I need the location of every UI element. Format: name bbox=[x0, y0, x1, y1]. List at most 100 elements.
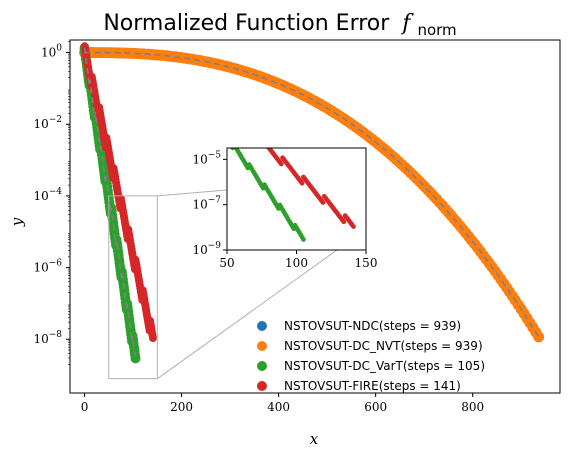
trend-line bbox=[84, 51, 540, 338]
inset-point bbox=[225, 136, 230, 141]
inset-point bbox=[229, 143, 234, 148]
inset-point bbox=[264, 142, 269, 147]
data-point bbox=[130, 353, 141, 364]
inset-point bbox=[232, 142, 237, 147]
chart-title-sub: norm bbox=[417, 21, 456, 39]
inset-point bbox=[257, 140, 262, 145]
inset-point bbox=[351, 224, 356, 229]
legend-marker bbox=[257, 361, 267, 371]
inset-point bbox=[236, 121, 241, 126]
inset-zoom-indicator bbox=[108, 189, 338, 380]
inset-axes: 50 100 150 10−5 10−7 10−9 bbox=[192, 98, 378, 270]
inset-point bbox=[248, 130, 253, 135]
inset-point bbox=[258, 142, 263, 147]
inset-point bbox=[230, 148, 235, 151]
y-axis-label: y bbox=[8, 217, 26, 227]
inset-point bbox=[247, 128, 252, 133]
inset-y-tick-label: 10−7 bbox=[192, 196, 221, 212]
zoom-connector-top bbox=[157, 189, 228, 197]
data-point bbox=[533, 331, 545, 343]
inset-point bbox=[244, 124, 249, 129]
y-tick-label: 10−8 bbox=[33, 330, 62, 346]
data-point bbox=[148, 333, 157, 342]
legend-entry-3: NSTOVSUT-DC_VarT(steps = 105) bbox=[257, 359, 485, 373]
inset-marks bbox=[218, 98, 356, 242]
legend-entry-1: NSTOVSUT-NDC(steps = 939) bbox=[257, 319, 461, 333]
legend-entry-4: NSTOVSUT-FIRE(steps = 141) bbox=[257, 379, 461, 393]
inset-point bbox=[218, 98, 223, 103]
inset-point bbox=[234, 119, 239, 124]
inset-point bbox=[237, 123, 242, 128]
legend-marker bbox=[257, 341, 267, 351]
inset-point bbox=[226, 108, 231, 113]
inset-point bbox=[278, 161, 284, 167]
inset-point bbox=[223, 133, 228, 138]
inset-point bbox=[240, 119, 245, 124]
inset-point bbox=[219, 126, 224, 131]
y-tick-label: 100 bbox=[41, 44, 62, 60]
inset-point bbox=[262, 140, 267, 145]
inset-point bbox=[226, 138, 231, 143]
inset-point bbox=[266, 148, 269, 149]
legend-label: NSTOVSUT-DC_VarT(steps = 105) bbox=[284, 359, 485, 373]
zoom-connector-bottom bbox=[157, 249, 338, 380]
inset-point bbox=[218, 124, 223, 129]
inset-point bbox=[320, 200, 326, 205]
svg-text:Normalized Function Error: Normalized Function Error f norm bbox=[103, 11, 456, 39]
inset-series-4 bbox=[218, 98, 356, 229]
inset-point bbox=[341, 219, 347, 225]
series-4 bbox=[80, 42, 157, 342]
series-3 bbox=[79, 43, 141, 364]
inset-point bbox=[229, 112, 234, 117]
y-tick-label: 10−2 bbox=[33, 115, 62, 131]
inset-x-tick-label: 150 bbox=[355, 256, 378, 270]
inset-point bbox=[241, 120, 246, 125]
legend: NSTOVSUT-NDC(steps = 939) NSTOVSUT-DC_NVT… bbox=[257, 319, 485, 393]
x-tick-label: 0 bbox=[81, 400, 89, 414]
x-tick-label: 800 bbox=[461, 400, 484, 414]
inset-point bbox=[230, 114, 235, 119]
inset-point bbox=[250, 131, 255, 136]
inset-point bbox=[219, 99, 224, 104]
legend-entry-2: NSTOVSUT-DC_NVT(steps = 939) bbox=[257, 339, 483, 353]
legend-label: NSTOVSUT-NDC(steps = 939) bbox=[284, 319, 461, 333]
x-tick-label: 600 bbox=[364, 400, 387, 414]
inset-point bbox=[220, 101, 225, 106]
inset-y-tick-label: 10−9 bbox=[192, 241, 221, 257]
inset-point bbox=[233, 117, 238, 122]
inset-point bbox=[227, 110, 232, 115]
inset-point bbox=[259, 136, 264, 141]
inset-point bbox=[254, 137, 259, 142]
inset-point bbox=[232, 116, 237, 121]
inset-point bbox=[251, 133, 256, 138]
inset-point bbox=[243, 122, 248, 127]
inset-series-3 bbox=[218, 124, 306, 242]
zoom-rect bbox=[108, 195, 158, 380]
chart-title: Normalized Function Error f norm bbox=[103, 11, 456, 39]
inset-point bbox=[227, 141, 232, 146]
x-tick-label: 400 bbox=[267, 400, 290, 414]
legend-marker bbox=[257, 321, 267, 331]
inset-point bbox=[245, 126, 250, 131]
x-tick-label: 200 bbox=[170, 400, 193, 414]
legend-marker bbox=[257, 381, 267, 391]
inset-point bbox=[255, 139, 260, 144]
inset-y-tick-label: 10−5 bbox=[192, 150, 221, 166]
chart-title-math: f bbox=[400, 11, 414, 36]
plot-frame-top bbox=[69, 39, 561, 394]
main-plot-marks bbox=[79, 42, 545, 364]
y-tick-label: 10−4 bbox=[33, 187, 62, 203]
y-tick-label: 10−6 bbox=[33, 259, 62, 275]
chart-title-text: Normalized Function Error bbox=[103, 11, 390, 36]
legend-label: NSTOVSUT-DC_NVT(steps = 939) bbox=[284, 339, 483, 353]
x-axis-label: x bbox=[310, 430, 319, 448]
inset-point bbox=[299, 180, 305, 186]
inset-point bbox=[223, 105, 228, 110]
inset-x-tick-label: 50 bbox=[219, 256, 234, 270]
inset-point bbox=[239, 117, 244, 122]
inset-point bbox=[222, 103, 227, 108]
legend-label: NSTOVSUT-FIRE(steps = 141) bbox=[284, 379, 461, 393]
inset-point bbox=[222, 131, 227, 136]
inset-point bbox=[301, 237, 306, 242]
